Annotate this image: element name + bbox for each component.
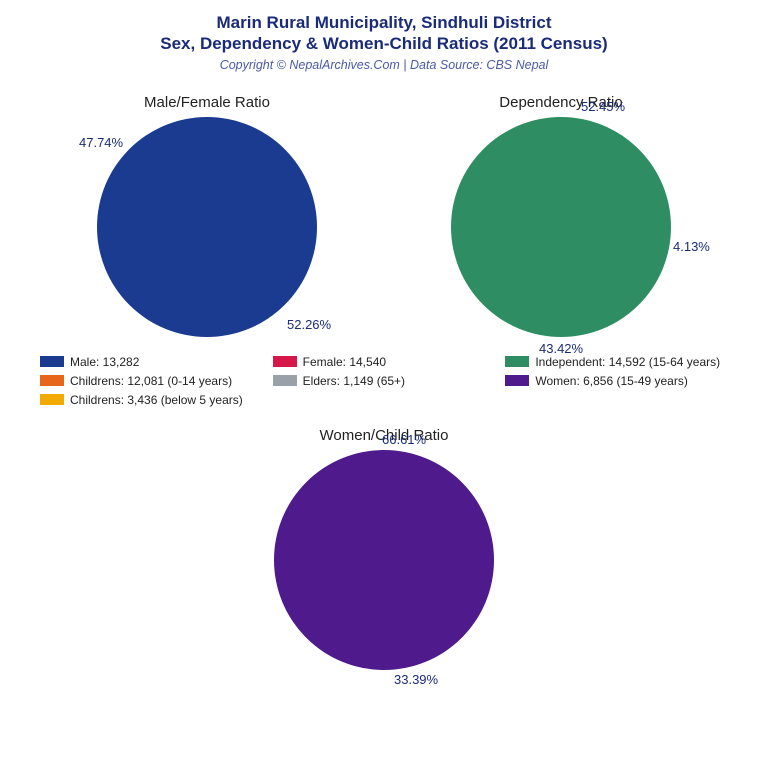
legend-item: Female: 14,540 [273, 355, 496, 369]
pie-women-child [274, 450, 494, 670]
pct-label: 47.74% [79, 135, 123, 150]
legend-swatch [40, 394, 64, 405]
chart-title: Dependency Ratio [391, 94, 731, 111]
chart-male-female: Male/Female Ratio 47.74%52.26% [37, 94, 377, 337]
pie-dependency [451, 117, 671, 337]
pct-label: 4.13% [673, 239, 710, 254]
pct-label: 66.61% [382, 432, 426, 447]
legend-swatch [40, 356, 64, 367]
subtitle: Copyright © NepalArchives.Com | Data Sou… [0, 58, 768, 72]
legend-text: Female: 14,540 [303, 355, 386, 369]
legend: Male: 13,282 Female: 14,540 Independent: 1… [0, 355, 768, 407]
legend-item: Childrens: 3,436 (below 5 years) [40, 393, 263, 407]
pct-label: 33.39% [394, 672, 438, 687]
pct-label: 52.26% [287, 317, 331, 332]
top-charts-row: Male/Female Ratio 47.74%52.26% Dependenc… [0, 94, 768, 337]
title-line-2: Sex, Dependency & Women-Child Ratios (20… [0, 33, 768, 54]
legend-text: Male: 13,282 [70, 355, 139, 369]
legend-text: Childrens: 3,436 (below 5 years) [70, 393, 243, 407]
legend-swatch [273, 356, 297, 367]
legend-item: Elders: 1,149 (65+) [273, 374, 496, 388]
chart-title: Male/Female Ratio [37, 94, 377, 111]
pct-label: 52.45% [581, 99, 625, 114]
legend-text: Elders: 1,149 (65+) [303, 374, 405, 388]
legend-swatch [273, 375, 297, 386]
legend-item: Male: 13,282 [40, 355, 263, 369]
legend-text: Women: 6,856 (15-49 years) [535, 374, 688, 388]
pie-wrap-1: 47.74%52.26% [97, 117, 317, 337]
chart-dependency: Dependency Ratio 52.45%4.13%43.42% [391, 94, 731, 337]
title-line-1: Marin Rural Municipality, Sindhuli Distr… [0, 12, 768, 33]
pie-wrap-3: 66.61%33.39% [274, 450, 494, 670]
legend-item: Women: 6,856 (15-49 years) [505, 374, 728, 388]
pie-male-female [97, 117, 317, 337]
legend-swatch [40, 375, 64, 386]
legend-item: Childrens: 12,081 (0-14 years) [40, 374, 263, 388]
pct-label: 43.42% [539, 341, 583, 356]
legend-text: Independent: 14,592 (15-64 years) [535, 355, 720, 369]
legend-item: Independent: 14,592 (15-64 years) [505, 355, 728, 369]
title-block: Marin Rural Municipality, Sindhuli Distr… [0, 0, 768, 72]
legend-swatch [505, 356, 529, 367]
legend-swatch [505, 375, 529, 386]
legend-text: Childrens: 12,081 (0-14 years) [70, 374, 232, 388]
chart-women-child: Women/Child Ratio 66.61%33.39% [0, 427, 768, 670]
pie-wrap-2: 52.45%4.13%43.42% [451, 117, 671, 337]
